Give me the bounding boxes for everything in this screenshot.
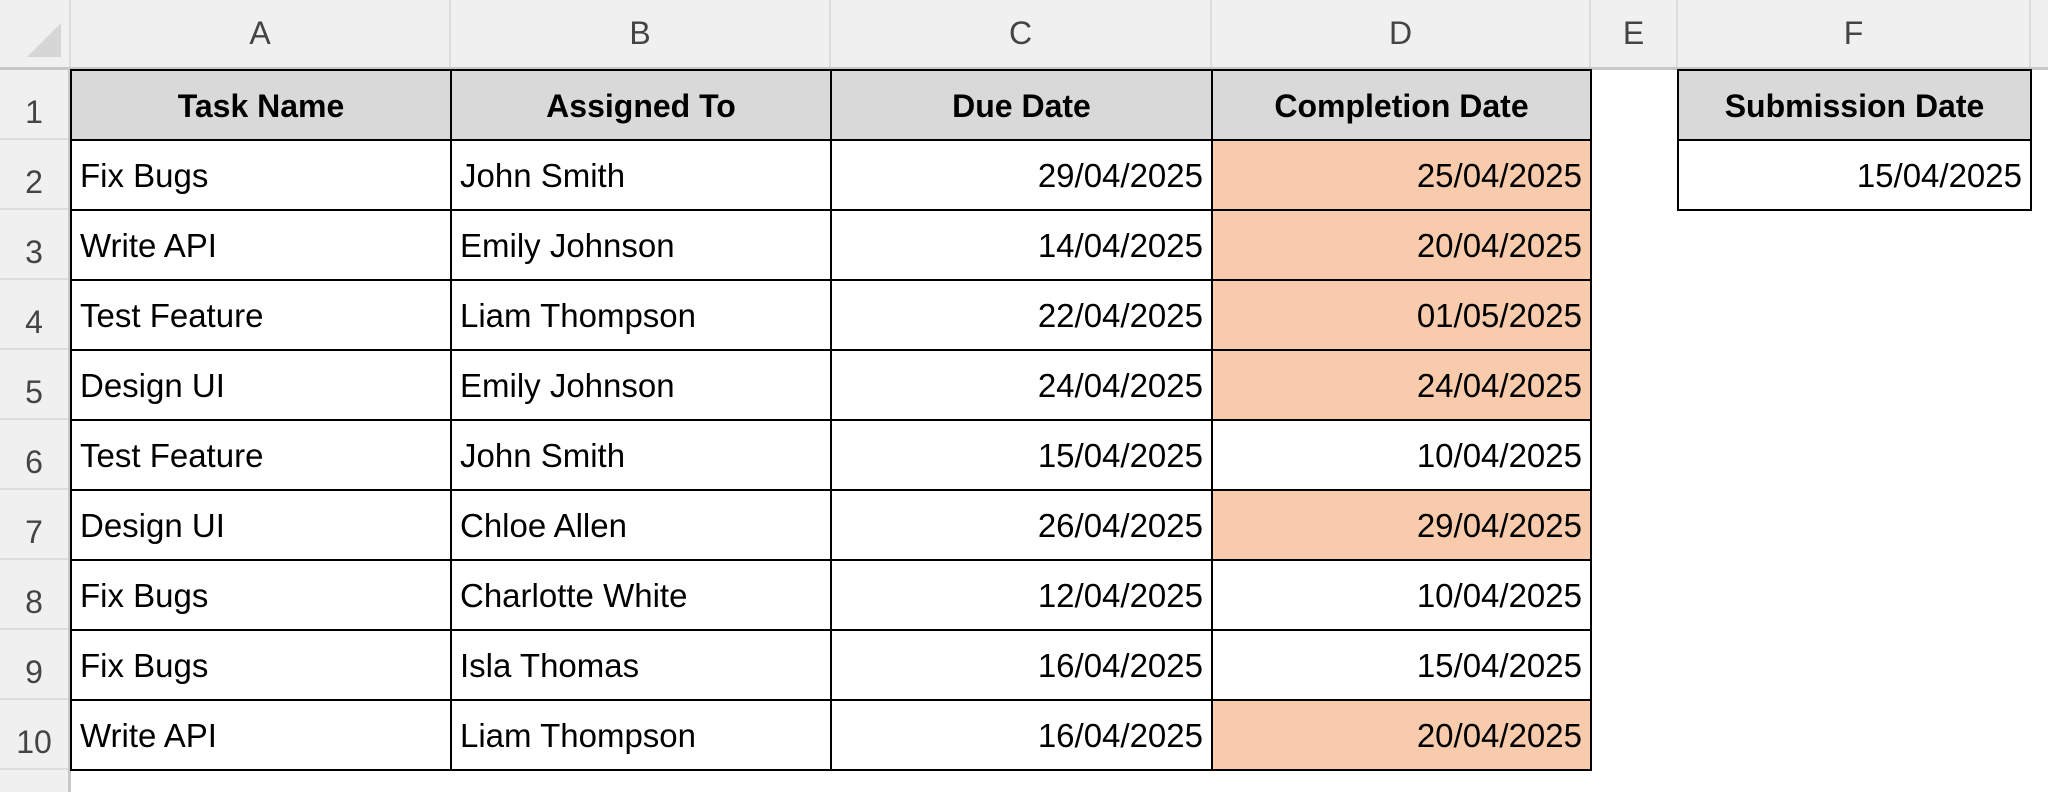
header-cell[interactable]: Task Name <box>70 69 452 141</box>
row-header-10[interactable]: 10 <box>0 700 68 770</box>
column-header-C[interactable]: C <box>831 0 1212 67</box>
assigned-to-cell[interactable]: Charlotte White <box>450 559 832 631</box>
assigned-to-cell[interactable]: John Smith <box>450 139 832 211</box>
assigned-to-cell[interactable]: Isla Thomas <box>450 629 832 701</box>
due-date-cell[interactable]: 14/04/2025 <box>830 209 1213 281</box>
due-date-cell[interactable]: 16/04/2025 <box>830 699 1213 771</box>
select-all-button[interactable] <box>0 0 71 67</box>
due-date-cell[interactable]: 22/04/2025 <box>830 279 1213 351</box>
column-header-B[interactable]: B <box>451 0 831 67</box>
task-name-cell[interactable]: Write API <box>70 699 452 771</box>
assigned-to-cell[interactable]: John Smith <box>450 419 832 491</box>
task-name-cell[interactable]: Write API <box>70 209 452 281</box>
row-header-9[interactable]: 9 <box>0 630 68 700</box>
row-header-4[interactable]: 4 <box>0 280 68 350</box>
completion-date-cell[interactable]: 29/04/2025 <box>1211 489 1592 561</box>
task-name-cell[interactable]: Design UI <box>70 489 452 561</box>
assigned-to-cell[interactable]: Liam Thompson <box>450 279 832 351</box>
select-all-triangle-icon <box>27 23 61 57</box>
completion-date-cell[interactable]: 10/04/2025 <box>1211 559 1592 631</box>
completion-date-cell[interactable]: 20/04/2025 <box>1211 209 1592 281</box>
completion-date-cell[interactable]: 20/04/2025 <box>1211 699 1592 771</box>
assigned-to-cell[interactable]: Emily Johnson <box>450 209 832 281</box>
column-header-A[interactable]: A <box>71 0 451 67</box>
row-header-bar: 1 2 3 4 5 6 7 8 9 10 <box>0 70 71 792</box>
row-header-6[interactable]: 6 <box>0 420 68 490</box>
submission-date-header[interactable]: Submission Date <box>1677 69 2032 141</box>
row-header-5[interactable]: 5 <box>0 350 68 420</box>
due-date-cell[interactable]: 24/04/2025 <box>830 349 1213 421</box>
due-date-cell[interactable]: 26/04/2025 <box>830 489 1213 561</box>
task-name-cell[interactable]: Fix Bugs <box>70 559 452 631</box>
header-cell[interactable]: Due Date <box>830 69 1213 141</box>
due-date-cell[interactable]: 16/04/2025 <box>830 629 1213 701</box>
row-header-2[interactable]: 2 <box>0 140 68 210</box>
row-header-3[interactable]: 3 <box>0 210 68 280</box>
task-name-cell[interactable]: Test Feature <box>70 279 452 351</box>
header-cell[interactable]: Assigned To <box>450 69 832 141</box>
column-header-F[interactable]: F <box>1678 0 2031 67</box>
completion-date-cell[interactable]: 15/04/2025 <box>1211 629 1592 701</box>
assigned-to-cell[interactable]: Liam Thompson <box>450 699 832 771</box>
assigned-to-cell[interactable]: Emily Johnson <box>450 349 832 421</box>
task-name-cell[interactable]: Fix Bugs <box>70 139 452 211</box>
row-header-7[interactable]: 7 <box>0 490 68 560</box>
column-header-E[interactable]: E <box>1591 0 1678 67</box>
completion-date-cell[interactable]: 10/04/2025 <box>1211 419 1592 491</box>
due-date-cell[interactable]: 29/04/2025 <box>830 139 1213 211</box>
completion-date-cell[interactable]: 25/04/2025 <box>1211 139 1592 211</box>
due-date-cell[interactable]: 12/04/2025 <box>830 559 1213 631</box>
row-header-8[interactable]: 8 <box>0 560 68 630</box>
submission-date-cell[interactable]: 15/04/2025 <box>1677 139 2032 211</box>
task-name-cell[interactable]: Test Feature <box>70 419 452 491</box>
completion-date-cell[interactable]: 01/05/2025 <box>1211 279 1592 351</box>
header-cell[interactable]: Completion Date <box>1211 69 1592 141</box>
task-name-cell[interactable]: Design UI <box>70 349 452 421</box>
column-header-D[interactable]: D <box>1212 0 1591 67</box>
assigned-to-cell[interactable]: Chloe Allen <box>450 489 832 561</box>
completion-date-cell[interactable]: 24/04/2025 <box>1211 349 1592 421</box>
task-name-cell[interactable]: Fix Bugs <box>70 629 452 701</box>
row-header-1[interactable]: 1 <box>0 70 68 140</box>
due-date-cell[interactable]: 15/04/2025 <box>830 419 1213 491</box>
